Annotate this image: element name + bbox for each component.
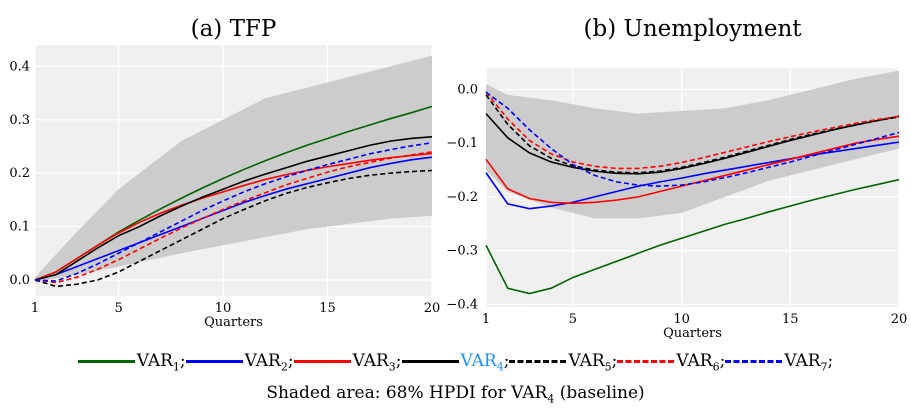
x-tick-label: 1 [482, 312, 490, 327]
legend-separator: ; [719, 351, 726, 371]
legend-separator: ; [827, 351, 834, 371]
caption: Shaded area: 68% HPDI for VAR4 (baseline… [0, 383, 911, 405]
series-line-var3 [34, 152, 433, 281]
legend-separator: ; [179, 351, 186, 371]
y-tick-label: −0.4 [446, 297, 478, 312]
y-tick-label: −0.1 [446, 136, 478, 151]
legend-item-var4: VAR4; [401, 351, 510, 374]
y-tick-label: 0.1 [9, 220, 30, 235]
series-line-var7 [485, 91, 900, 187]
legend-line-swatch [725, 360, 783, 363]
series-line-var2 [485, 141, 900, 210]
legend-item-var1: VAR1; [77, 351, 186, 374]
hpdi-band [35, 55, 432, 283]
legend-separator: ; [611, 351, 618, 371]
x-tick-label: 20 [891, 312, 908, 327]
x-tick-label: 15 [782, 312, 799, 327]
y-tick-label: 0.2 [9, 166, 30, 181]
x-tick-label: 1 [31, 301, 39, 316]
legend-separator: ; [503, 351, 510, 371]
legend-item-var7: VAR7; [725, 351, 833, 373]
legend-label: VAR2 [244, 351, 288, 374]
legend-separator: ; [287, 351, 294, 371]
series-line-var6 [485, 91, 900, 170]
x-axis-label: Quarters [204, 315, 263, 330]
legend-line-swatch [77, 360, 135, 363]
legend-label: VAR5 [568, 351, 612, 374]
series-line-var4 [34, 136, 433, 281]
x-tick-label: 10 [215, 301, 232, 316]
y-tick-label: 0.3 [9, 113, 30, 128]
legend-label: VAR6 [676, 351, 720, 374]
legend-label: VAR7 [784, 351, 828, 374]
x-tick-label: 20 [424, 301, 441, 316]
legend-line-swatch [509, 360, 567, 363]
legend-label: VAR3 [352, 351, 396, 374]
legend-item-var2: VAR2; [185, 351, 294, 374]
caption-prefix: Shaded area: 68% HPDI for VAR [266, 383, 548, 403]
x-tick-label: 5 [114, 301, 122, 316]
y-tick-label: 0.0 [9, 273, 30, 288]
chart-title: (a) TFP [191, 16, 277, 42]
series-line-var6 [34, 151, 433, 284]
legend-separator: ; [395, 351, 402, 371]
legend-line-swatch [185, 360, 243, 363]
caption-suffix: (baseline) [554, 383, 645, 403]
legend-item-var3: VAR3; [293, 351, 402, 374]
caption-sub: 4 [547, 392, 555, 406]
hpdi-band [486, 70, 899, 219]
legend-item-var6: VAR6; [617, 351, 725, 373]
series-line-var5 [485, 94, 900, 174]
x-tick-label: 15 [319, 301, 336, 316]
series-line-var2 [34, 156, 433, 281]
legend-label: VAR4 [460, 351, 504, 374]
y-tick-label: 0.4 [9, 59, 30, 74]
chart-title: (b) Unemployment [584, 16, 803, 42]
y-tick-label: −0.2 [446, 190, 478, 205]
x-tick-label: 10 [673, 312, 690, 327]
series-line-var7 [34, 141, 433, 282]
y-tick-label: −0.3 [446, 244, 478, 259]
x-axis-label: Quarters [663, 326, 722, 341]
legend-item-var5: VAR5; [509, 351, 617, 373]
legend-line-swatch [401, 360, 459, 363]
series-line-var1 [485, 178, 900, 295]
legend-line-swatch [293, 360, 351, 363]
legend-line-swatch [617, 360, 675, 363]
legend: VAR1; VAR2; VAR3; VAR4; VAR5; VAR6; VAR7… [0, 351, 911, 373]
x-tick-label: 5 [569, 312, 577, 327]
y-tick-label: 0.0 [457, 82, 478, 97]
legend-label: VAR1 [136, 351, 180, 374]
series-line-var5 [34, 169, 433, 288]
